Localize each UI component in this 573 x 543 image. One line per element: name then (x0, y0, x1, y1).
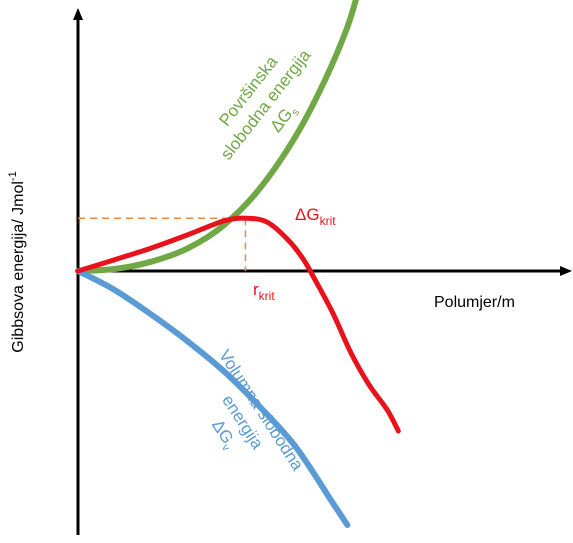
y-axis-arrow-icon (73, 8, 83, 20)
surface-energy-curve (75, 0, 359, 274)
critical-energy-sub: krit (320, 214, 337, 228)
volume-energy-curve (75, 268, 351, 528)
critical-radius-label: rkrit (253, 280, 275, 303)
x-axis-label: Polumjer/m (434, 294, 515, 311)
critical-energy-label: ΔGkrit (295, 205, 336, 228)
y-axis-label: Gibbsova energija/ Jmol-1 (7, 171, 27, 352)
total-energy-curve (75, 215, 401, 434)
critical-energy-base: ΔG (295, 205, 320, 224)
volume-energy-annotation: Volumna slobodna energija ΔGv (208, 346, 307, 474)
x-axis-arrow-icon (560, 266, 572, 276)
critical-radius-base: r (253, 280, 259, 299)
volume-symbol-sub: v (219, 442, 232, 454)
y-axis-label-main: Gibbsova energija/ Jmol (10, 181, 27, 353)
critical-radius-sub: krit (259, 289, 276, 303)
y-axis-label-sup: -1 (7, 171, 19, 181)
